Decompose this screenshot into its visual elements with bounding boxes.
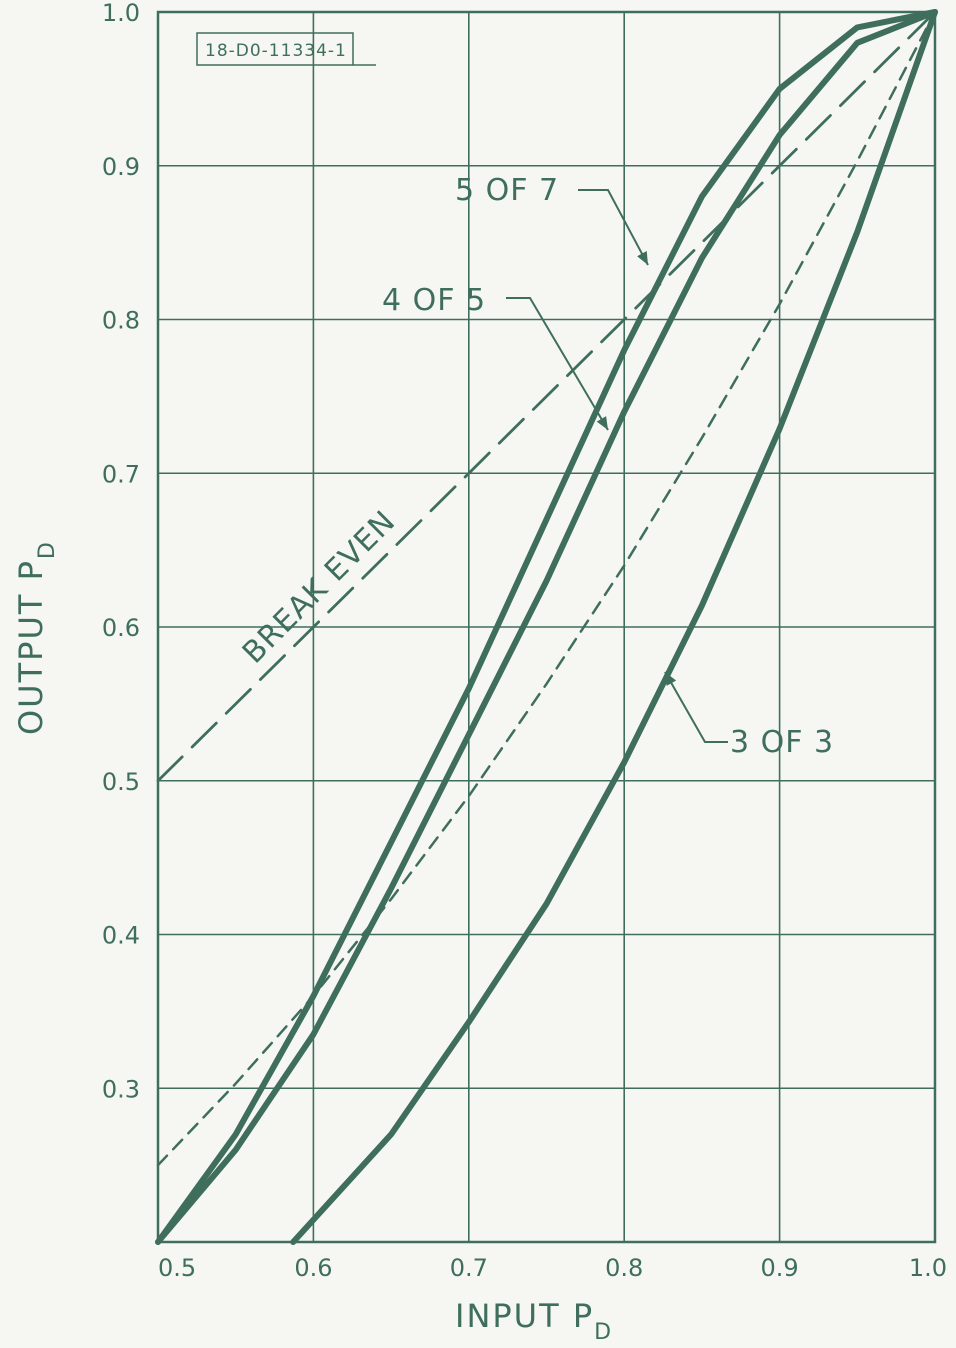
annotations: 5 OF 7 4 OF 5 3 OF 3 BREAK EVEN bbox=[236, 173, 834, 760]
x-tick-label: 0.8 bbox=[605, 1254, 643, 1282]
annotation-3-of-3: 3 OF 3 bbox=[664, 671, 834, 760]
x-tick-label: 0.5 bbox=[158, 1254, 196, 1282]
annotation-5-of-7: 5 OF 7 bbox=[455, 173, 649, 266]
annotation-label: 5 OF 7 bbox=[455, 173, 559, 208]
drawing-number-stamp: 18-D0-11334-1 bbox=[196, 32, 376, 66]
x-tick-label: 0.7 bbox=[450, 1254, 488, 1282]
leader-line bbox=[506, 297, 609, 431]
series-line-break-even bbox=[156, 10, 937, 783]
drawing-number: 18-D0-11334-1 bbox=[205, 41, 347, 61]
x-tick-label: 0.9 bbox=[761, 1254, 799, 1282]
y-tick-label: 0.3 bbox=[102, 1075, 140, 1103]
annotation-label: 3 OF 3 bbox=[730, 725, 834, 760]
annotation-break-even: BREAK EVEN bbox=[236, 504, 403, 671]
arrowhead bbox=[665, 672, 677, 686]
series-line-5-of-7 bbox=[155, 9, 938, 1245]
x-tick-label: 0.6 bbox=[294, 1254, 332, 1282]
y-tick-label: 0.8 bbox=[102, 307, 140, 335]
y-tick-label: 0.4 bbox=[102, 922, 140, 950]
series-line-4-of-5 bbox=[155, 9, 938, 1245]
leader-line bbox=[578, 189, 649, 266]
annotation-4-of-5: 4 OF 5 bbox=[382, 283, 609, 431]
y-tick-label: 0.7 bbox=[102, 460, 140, 488]
arrowhead bbox=[596, 416, 608, 430]
leader-line bbox=[664, 671, 728, 743]
series-group bbox=[155, 9, 938, 1245]
x-axis-title: INPUT PD bbox=[455, 1297, 613, 1345]
y-axis-title: OUTPUT PD bbox=[12, 540, 60, 735]
y-tick-label: 0.9 bbox=[102, 153, 140, 181]
y-tick-label: 0.6 bbox=[102, 614, 140, 642]
series-line-3-of-3 bbox=[290, 9, 938, 1245]
annotation-label: BREAK EVEN bbox=[236, 504, 403, 671]
y-tick-label: 1.0 bbox=[102, 0, 140, 27]
x-tick-label: 1.0 bbox=[909, 1254, 947, 1282]
tick-labels: 0.5 0.6 0.7 0.8 0.9 1.0 0.3 0.4 0.5 0.6 0.7 0.8 0.9 1… bbox=[102, 0, 947, 1282]
y-tick-label: 0.5 bbox=[102, 768, 140, 796]
series-line-reference-3 bbox=[156, 10, 937, 1167]
arrowhead bbox=[637, 251, 648, 265]
annotation-label: 4 OF 5 bbox=[382, 283, 486, 318]
